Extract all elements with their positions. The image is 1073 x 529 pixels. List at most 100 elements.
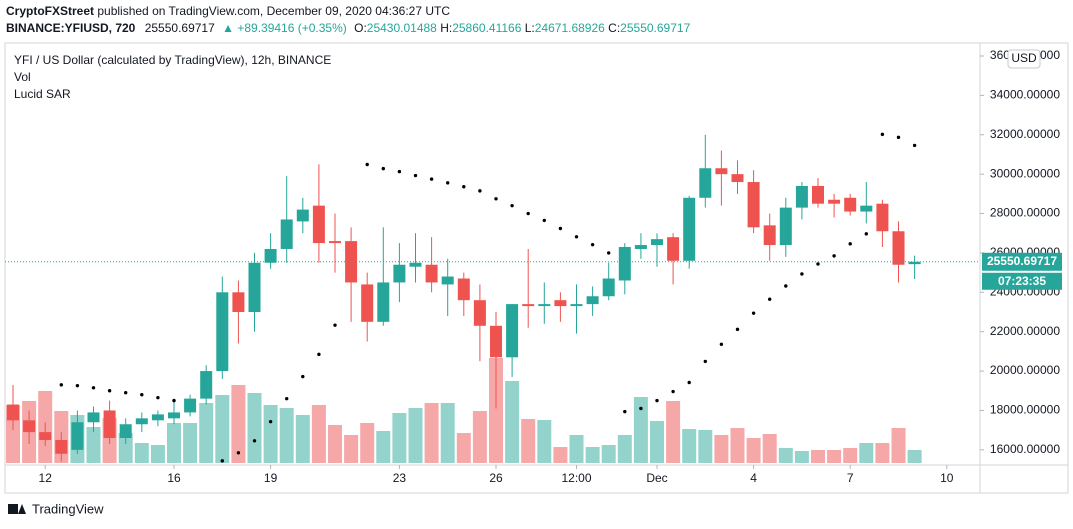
candle-body [634,245,647,249]
logo-icon [18,504,26,514]
candle-body [232,292,245,312]
sar-dot [462,185,466,189]
volume-bar [617,435,632,463]
candle-body [441,276,454,285]
c: 25550.69717 [620,21,690,35]
volume-bar [746,438,761,463]
candle-body [345,241,358,283]
volume-bar [344,435,359,463]
l-label: L: [525,21,535,35]
x-tick-label: 26 [489,471,503,485]
volume-bar [827,450,842,463]
currency-badge[interactable] [1007,49,1041,69]
sar-dot [510,203,514,208]
volume-bar [424,403,439,463]
y-tick-label: 18000.00000 [990,403,1060,417]
sar-dot [317,352,321,357]
volume-bar [134,443,149,463]
x-tick-label: 16 [167,471,181,485]
sar-dot [912,143,917,148]
sar-dot [285,396,289,401]
sar-dot [156,395,160,400]
y-tick-label: 28000.00000 [990,206,1060,220]
sar-dot [896,135,901,140]
h-label: H: [440,21,452,35]
volume-bar [231,385,246,463]
volume-bar [762,434,777,463]
legend-sar: Lucid SAR [14,87,71,101]
legend-main: YFI / US Dollar (calculated by TradingVi… [14,53,331,67]
candle-body [168,412,180,419]
volume-bar [730,428,745,463]
candle-body [312,205,325,244]
header-line-2: BINANCE:YFIUSD, 720 25550.69717 ▲ +89.39… [6,21,691,35]
sar-dot [623,409,627,414]
sar-dot [558,226,563,231]
volume-bar [601,445,616,463]
candle-body [699,168,712,198]
volume-bar [666,401,681,463]
sar-dot [703,359,707,364]
candle-body [570,304,583,307]
sar-dot [655,398,659,403]
volume-bar [472,411,487,463]
volume-bar [585,447,600,463]
candle-body [151,414,164,421]
x-tick-label: 19 [264,471,278,485]
y-tick-label: 20000.00000 [990,363,1060,377]
candle-body [55,439,68,454]
sar-dot [848,242,852,246]
sar-dot [542,218,546,223]
candle-body [683,197,696,261]
sar-dot [172,398,176,403]
candle-body [522,304,535,307]
candle-body [184,398,197,413]
candle-body [586,296,599,305]
x-tick-label: 4 [750,471,757,485]
last-price-badge [982,252,1062,271]
volume-bar [650,421,664,463]
sar-dot [671,389,675,394]
plot: 16000.00000 18000.00000 20000.00000 22000.0… [5,48,1060,485]
volume-bar [199,403,214,463]
volume-bar [279,408,294,463]
l: 24671.68926 [535,21,605,35]
candle-body [908,261,921,265]
sar-dot [864,232,868,236]
candle-body [296,209,309,222]
sar-dot [397,169,402,174]
sar-dot [768,297,772,301]
sar-dot [333,323,337,327]
candle-body [618,247,631,281]
candle-body [731,174,744,183]
h: 25860.41166 [452,21,522,35]
sar-dot [268,419,273,424]
candle-body [506,304,519,358]
volume-bar [360,423,375,463]
sar-dot [124,391,128,395]
candle-body [248,262,261,312]
last-price-label: 25550.69717 [987,254,1057,268]
candle-body [763,225,776,246]
sar-dot [365,162,369,167]
volume-bar [183,423,198,463]
sar-dot [800,272,804,276]
legend-vol: Vol [14,70,31,84]
candle-body [119,424,132,439]
x-tick-label: Dec [646,471,667,485]
candle-body [377,282,390,322]
candle-body [876,203,889,232]
sar-dot [107,389,112,393]
candle-body [715,168,728,175]
candle-body [828,199,841,204]
volume-bar [569,435,584,463]
sar-dot [751,311,756,315]
volume-bar [633,397,648,463]
candle-body [361,284,374,322]
volume-bar [859,443,874,463]
sar-dot [478,189,482,193]
sar-dot [236,451,241,455]
currency[interactable]: USD [1011,51,1037,65]
